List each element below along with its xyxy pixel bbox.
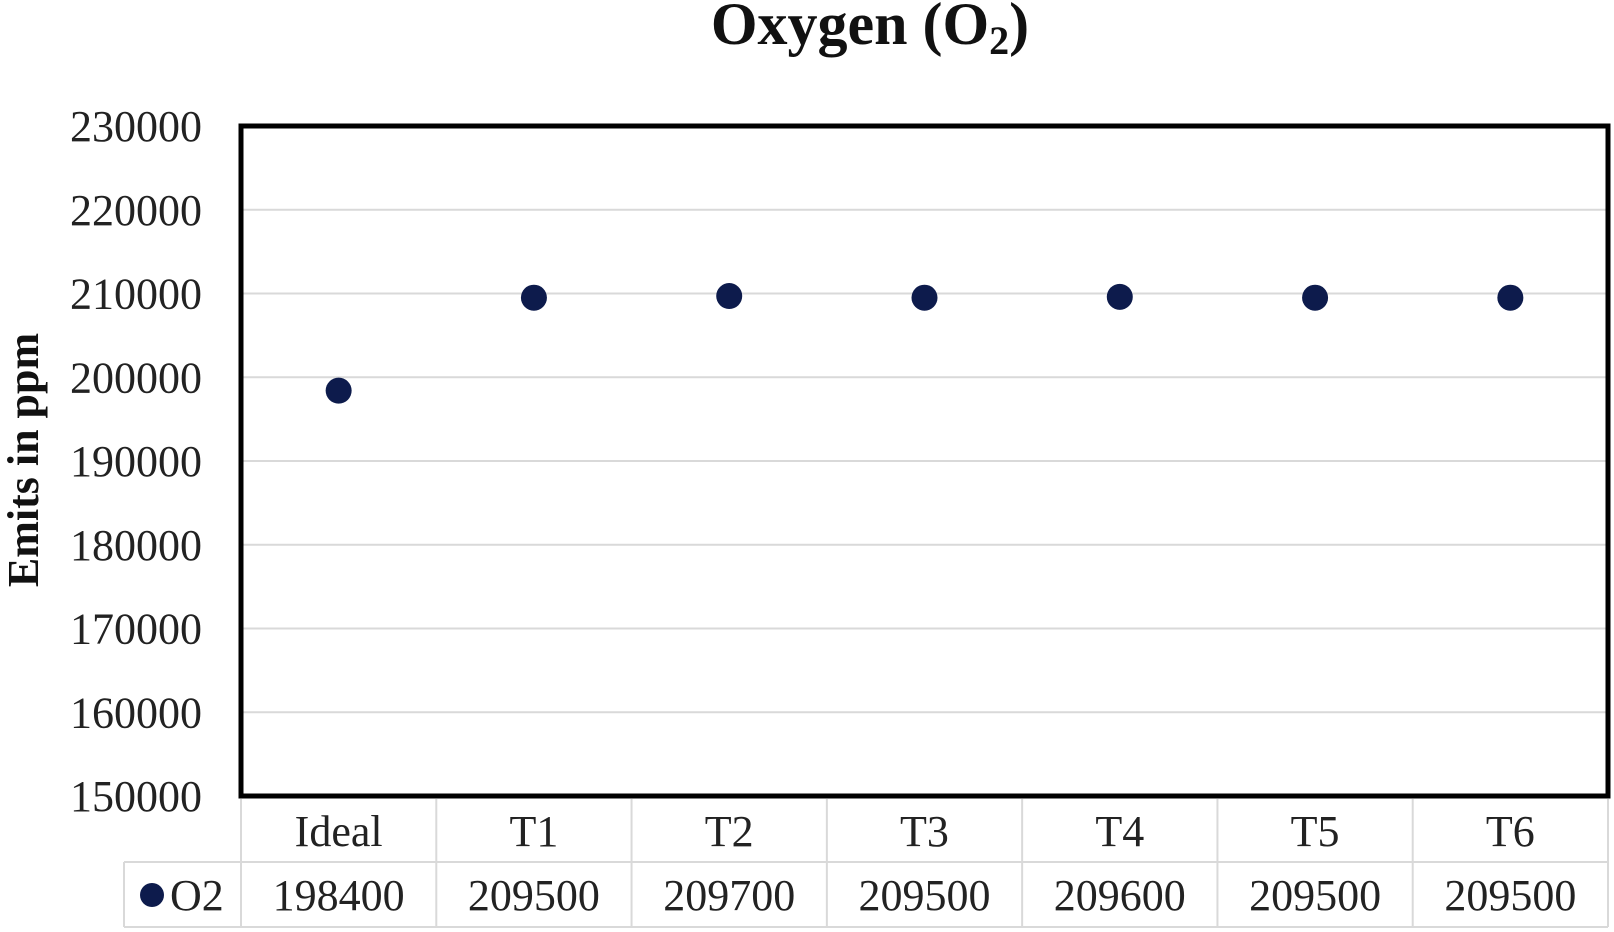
data-point (1302, 284, 1329, 311)
data-point (325, 377, 352, 404)
x-category-label: Ideal (295, 807, 383, 856)
data-point (520, 284, 547, 311)
data-point (1106, 283, 1133, 310)
y-tick-label: 200000 (70, 353, 202, 402)
data-point (1497, 284, 1524, 311)
y-tick-label: 220000 (70, 186, 202, 235)
x-category-label: T2 (705, 807, 754, 856)
chart-title-suffix: ) (1009, 0, 1029, 57)
data-table: Ideal T1 T2 T3 T4 T5 T6 O2 198400 209500 209700 209… (123, 799, 1609, 928)
legend-marker-icon (140, 883, 164, 907)
y-tick-label: 210000 (70, 270, 202, 319)
table-value-cell: 198400 (273, 871, 405, 920)
y-tick-label: 170000 (70, 605, 202, 654)
plot-area-frame (238, 123, 1611, 799)
y-tick-labels: 150000 160000 170000 180000 190000 200000 2100… (70, 102, 202, 821)
x-category-label: T5 (1291, 807, 1340, 856)
y-tick-label: 180000 (70, 521, 202, 570)
x-category-label: T6 (1486, 807, 1535, 856)
chart-title-subscript: 2 (989, 18, 1009, 63)
y-axis-label: Emits in ppm (0, 333, 48, 587)
table-value-cell: 209500 (1249, 871, 1381, 920)
y-tick-label: 190000 (70, 437, 202, 486)
y-tick-label: 160000 (70, 688, 202, 737)
y-tick-label: 150000 (70, 772, 202, 821)
table-value-cell: 209500 (859, 871, 991, 920)
data-point (716, 283, 743, 310)
x-category-label: T3 (900, 807, 949, 856)
table-value-cell: 209700 (663, 871, 795, 920)
table-value-cell: 209500 (468, 871, 600, 920)
chart-title: Oxygen (O2) (711, 0, 1029, 63)
chart-title-main: Oxygen (O (711, 0, 989, 57)
table-value-cell: 209500 (1444, 871, 1576, 920)
x-category-label: T1 (509, 807, 558, 856)
legend-series-name: O2 (170, 871, 224, 920)
table-value-cell: 209600 (1054, 871, 1186, 920)
data-points (325, 283, 1524, 404)
y-tick-label: 230000 (70, 102, 202, 151)
x-category-label: T4 (1095, 807, 1144, 856)
data-point (911, 284, 938, 311)
